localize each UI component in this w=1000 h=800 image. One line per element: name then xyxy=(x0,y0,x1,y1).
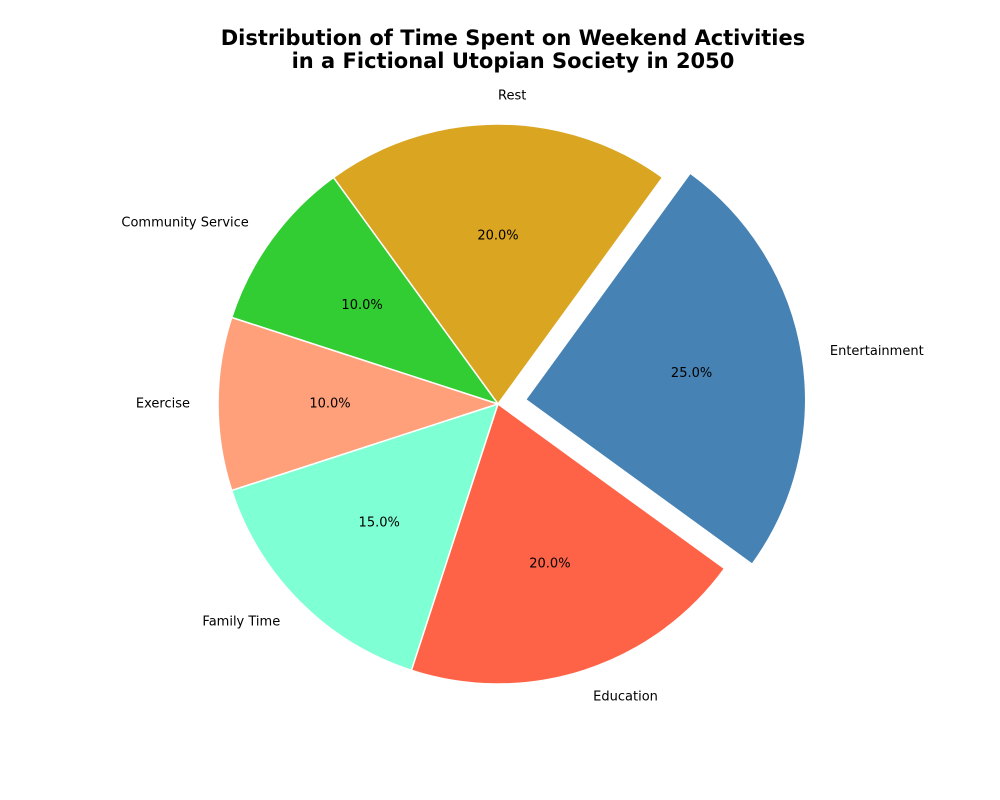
pie-pct-label-education: 20.0% xyxy=(529,556,570,571)
pie-pct-label-entertainment: 25.0% xyxy=(671,366,712,381)
pie-label-family-time: Family Time xyxy=(202,614,280,629)
chart-title-line-2: in a Fictional Utopian Society in 2050 xyxy=(292,49,735,73)
pie-label-exercise: Exercise xyxy=(136,397,190,412)
pie-pct-label-exercise: 10.0% xyxy=(309,397,350,412)
pie-slice-family-time xyxy=(230,403,499,672)
pie-slice-entertainment xyxy=(524,172,807,565)
pie-pct-label-community-service: 10.0% xyxy=(341,298,382,313)
pie-slices xyxy=(217,123,807,685)
pie-slice-community-service xyxy=(230,176,499,405)
pie-slice-exercise xyxy=(217,316,499,492)
pie-pct-label-family-time: 15.0% xyxy=(359,515,400,530)
pie-slice-education xyxy=(410,403,726,685)
pie-label-rest: Rest xyxy=(498,89,526,104)
pie-pct-label-rest: 20.0% xyxy=(477,229,518,244)
pie-label-community-service: Community Service xyxy=(121,215,248,230)
chart-title-line-1: Distribution of Time Spent on Weekend Ac… xyxy=(221,26,806,50)
pie-labels: 25.0% Entertainment 20.0% Rest 10.0% Communit… xyxy=(121,89,923,705)
pie-label-education: Education xyxy=(593,689,658,704)
pie-slice-rest xyxy=(332,123,664,405)
pie-label-entertainment: Entertainment xyxy=(830,344,924,359)
